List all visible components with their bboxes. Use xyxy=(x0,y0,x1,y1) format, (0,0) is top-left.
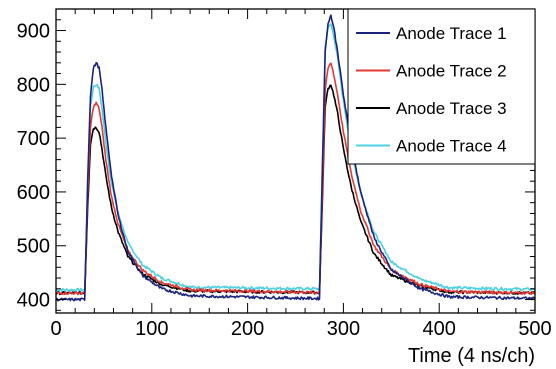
y-tick-label: 700 xyxy=(17,128,50,150)
legend-label-2: Anode Trace 2 xyxy=(396,62,507,81)
x-axis-title: Time (4 ns/ch) xyxy=(408,345,535,367)
y-tick-label: 400 xyxy=(17,290,50,312)
legend: Anode Trace 1 Anode Trace 2 Anode Trace 3 A… xyxy=(347,8,536,165)
x-tick-label: 0 xyxy=(50,318,61,340)
x-tick-label: 400 xyxy=(423,318,456,340)
y-tick-label: 800 xyxy=(17,74,50,96)
tick-layer: 0 100 200 300 400 500 400 500 600 700 800 900 xyxy=(17,8,552,340)
legend-box xyxy=(347,8,536,165)
x-tick-label: 300 xyxy=(327,318,360,340)
series-layer xyxy=(55,14,536,302)
series-line-2 xyxy=(55,62,536,296)
x-tick-label: 100 xyxy=(135,318,168,340)
y-tick-label: 500 xyxy=(17,236,50,258)
x-tick-label: 500 xyxy=(518,318,551,340)
x-tick-label: 200 xyxy=(231,318,264,340)
series-line-1 xyxy=(55,14,536,302)
legend-label-3: Anode Trace 3 xyxy=(396,99,507,118)
legend-label-1: Anode Trace 1 xyxy=(396,24,507,43)
legend-label-4: Anode Trace 4 xyxy=(396,137,507,156)
y-tick-label: 600 xyxy=(17,182,50,204)
series-line-4 xyxy=(55,23,536,292)
y-tick-label: 900 xyxy=(17,21,50,43)
